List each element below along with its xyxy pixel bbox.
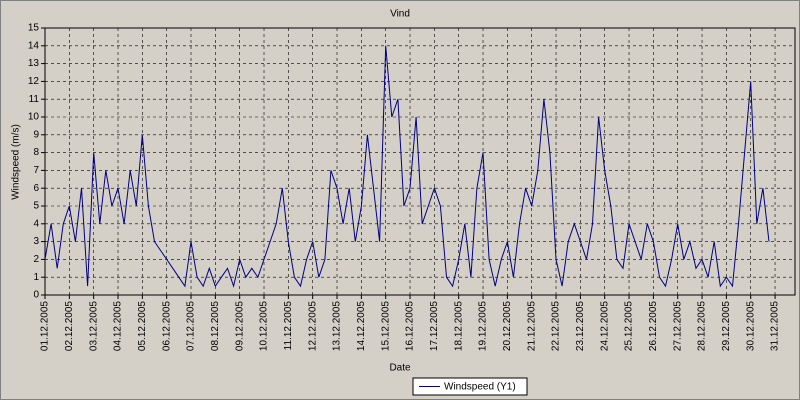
x-tick-label: 27.12.2005 (672, 301, 683, 351)
y-axis-label: Windspeed (m/s) (11, 124, 22, 200)
y-tick-label: 15 (28, 23, 40, 34)
x-tick-label: 24.12.2005 (599, 301, 610, 351)
y-tick-label: 3 (33, 236, 39, 247)
y-tick-label: 8 (33, 147, 39, 158)
chart-title: Vind (390, 9, 410, 20)
y-tick-label: 4 (33, 218, 39, 229)
legend-box (412, 377, 528, 396)
x-tick-label: 11.12.2005 (283, 301, 294, 351)
x-tick-label: 15.12.2005 (380, 301, 391, 351)
y-tick-label: 2 (33, 254, 39, 265)
y-tick-label: 5 (33, 201, 39, 212)
y-tick-label: 9 (33, 129, 39, 140)
x-tick-label: 01.12.2005 (40, 301, 51, 351)
x-tick-label: 14.12.2005 (356, 301, 367, 351)
legend: Windspeed (Y1) (412, 377, 528, 396)
y-tick-label: 1 (33, 272, 39, 283)
x-tick-label: 28.12.2005 (697, 301, 708, 351)
x-axis-label: Date (389, 363, 411, 374)
x-tick-label: 13.12.2005 (332, 301, 343, 351)
x-tick-label: 23.12.2005 (575, 301, 586, 351)
x-tick-label: 07.12.2005 (186, 301, 197, 351)
x-tick-label: 02.12.2005 (64, 301, 75, 351)
x-tick-label: 16.12.2005 (405, 301, 416, 351)
x-tick-label: 03.12.2005 (88, 301, 99, 351)
y-tick-label: 11 (29, 94, 40, 105)
y-tick-label: 12 (28, 76, 40, 87)
plot-area (44, 27, 796, 296)
x-tick-label: 05.12.2005 (137, 301, 148, 351)
x-tick-label: 29.12.2005 (721, 301, 732, 351)
x-tick-label: 12.12.2005 (307, 301, 318, 351)
y-tick-label: 7 (33, 165, 39, 176)
x-tick-label: 30.12.2005 (745, 301, 756, 351)
x-tick-label: 22.12.2005 (551, 301, 562, 351)
y-tick-label: 0 (33, 290, 39, 301)
series-line (44, 45, 770, 288)
x-tick-label: 19.12.2005 (478, 301, 489, 351)
x-tick-label: 26.12.2005 (648, 301, 659, 351)
x-tick-label: 20.12.2005 (502, 301, 513, 351)
x-tick-label: 21.12.2005 (526, 301, 537, 351)
y-tick-label: 14 (28, 40, 40, 51)
x-tick-label: 08.12.2005 (210, 301, 221, 351)
x-tick-label: 04.12.2005 (113, 301, 124, 351)
y-tick-label: 13 (28, 58, 40, 69)
x-tick-label: 06.12.2005 (161, 301, 172, 351)
legend-label: Windspeed (Y1) (444, 382, 516, 393)
x-tick-label: 18.12.2005 (453, 301, 464, 351)
x-tick-label: 10.12.2005 (259, 301, 270, 351)
x-tick-label: 31.12.2005 (770, 301, 781, 351)
y-tick-label: 6 (33, 183, 39, 194)
x-tick-label: 17.12.2005 (429, 301, 440, 351)
y-tick-label: 10 (28, 112, 40, 123)
x-tick-label: 09.12.2005 (234, 301, 245, 351)
x-tick-label: 25.12.2005 (624, 301, 635, 351)
